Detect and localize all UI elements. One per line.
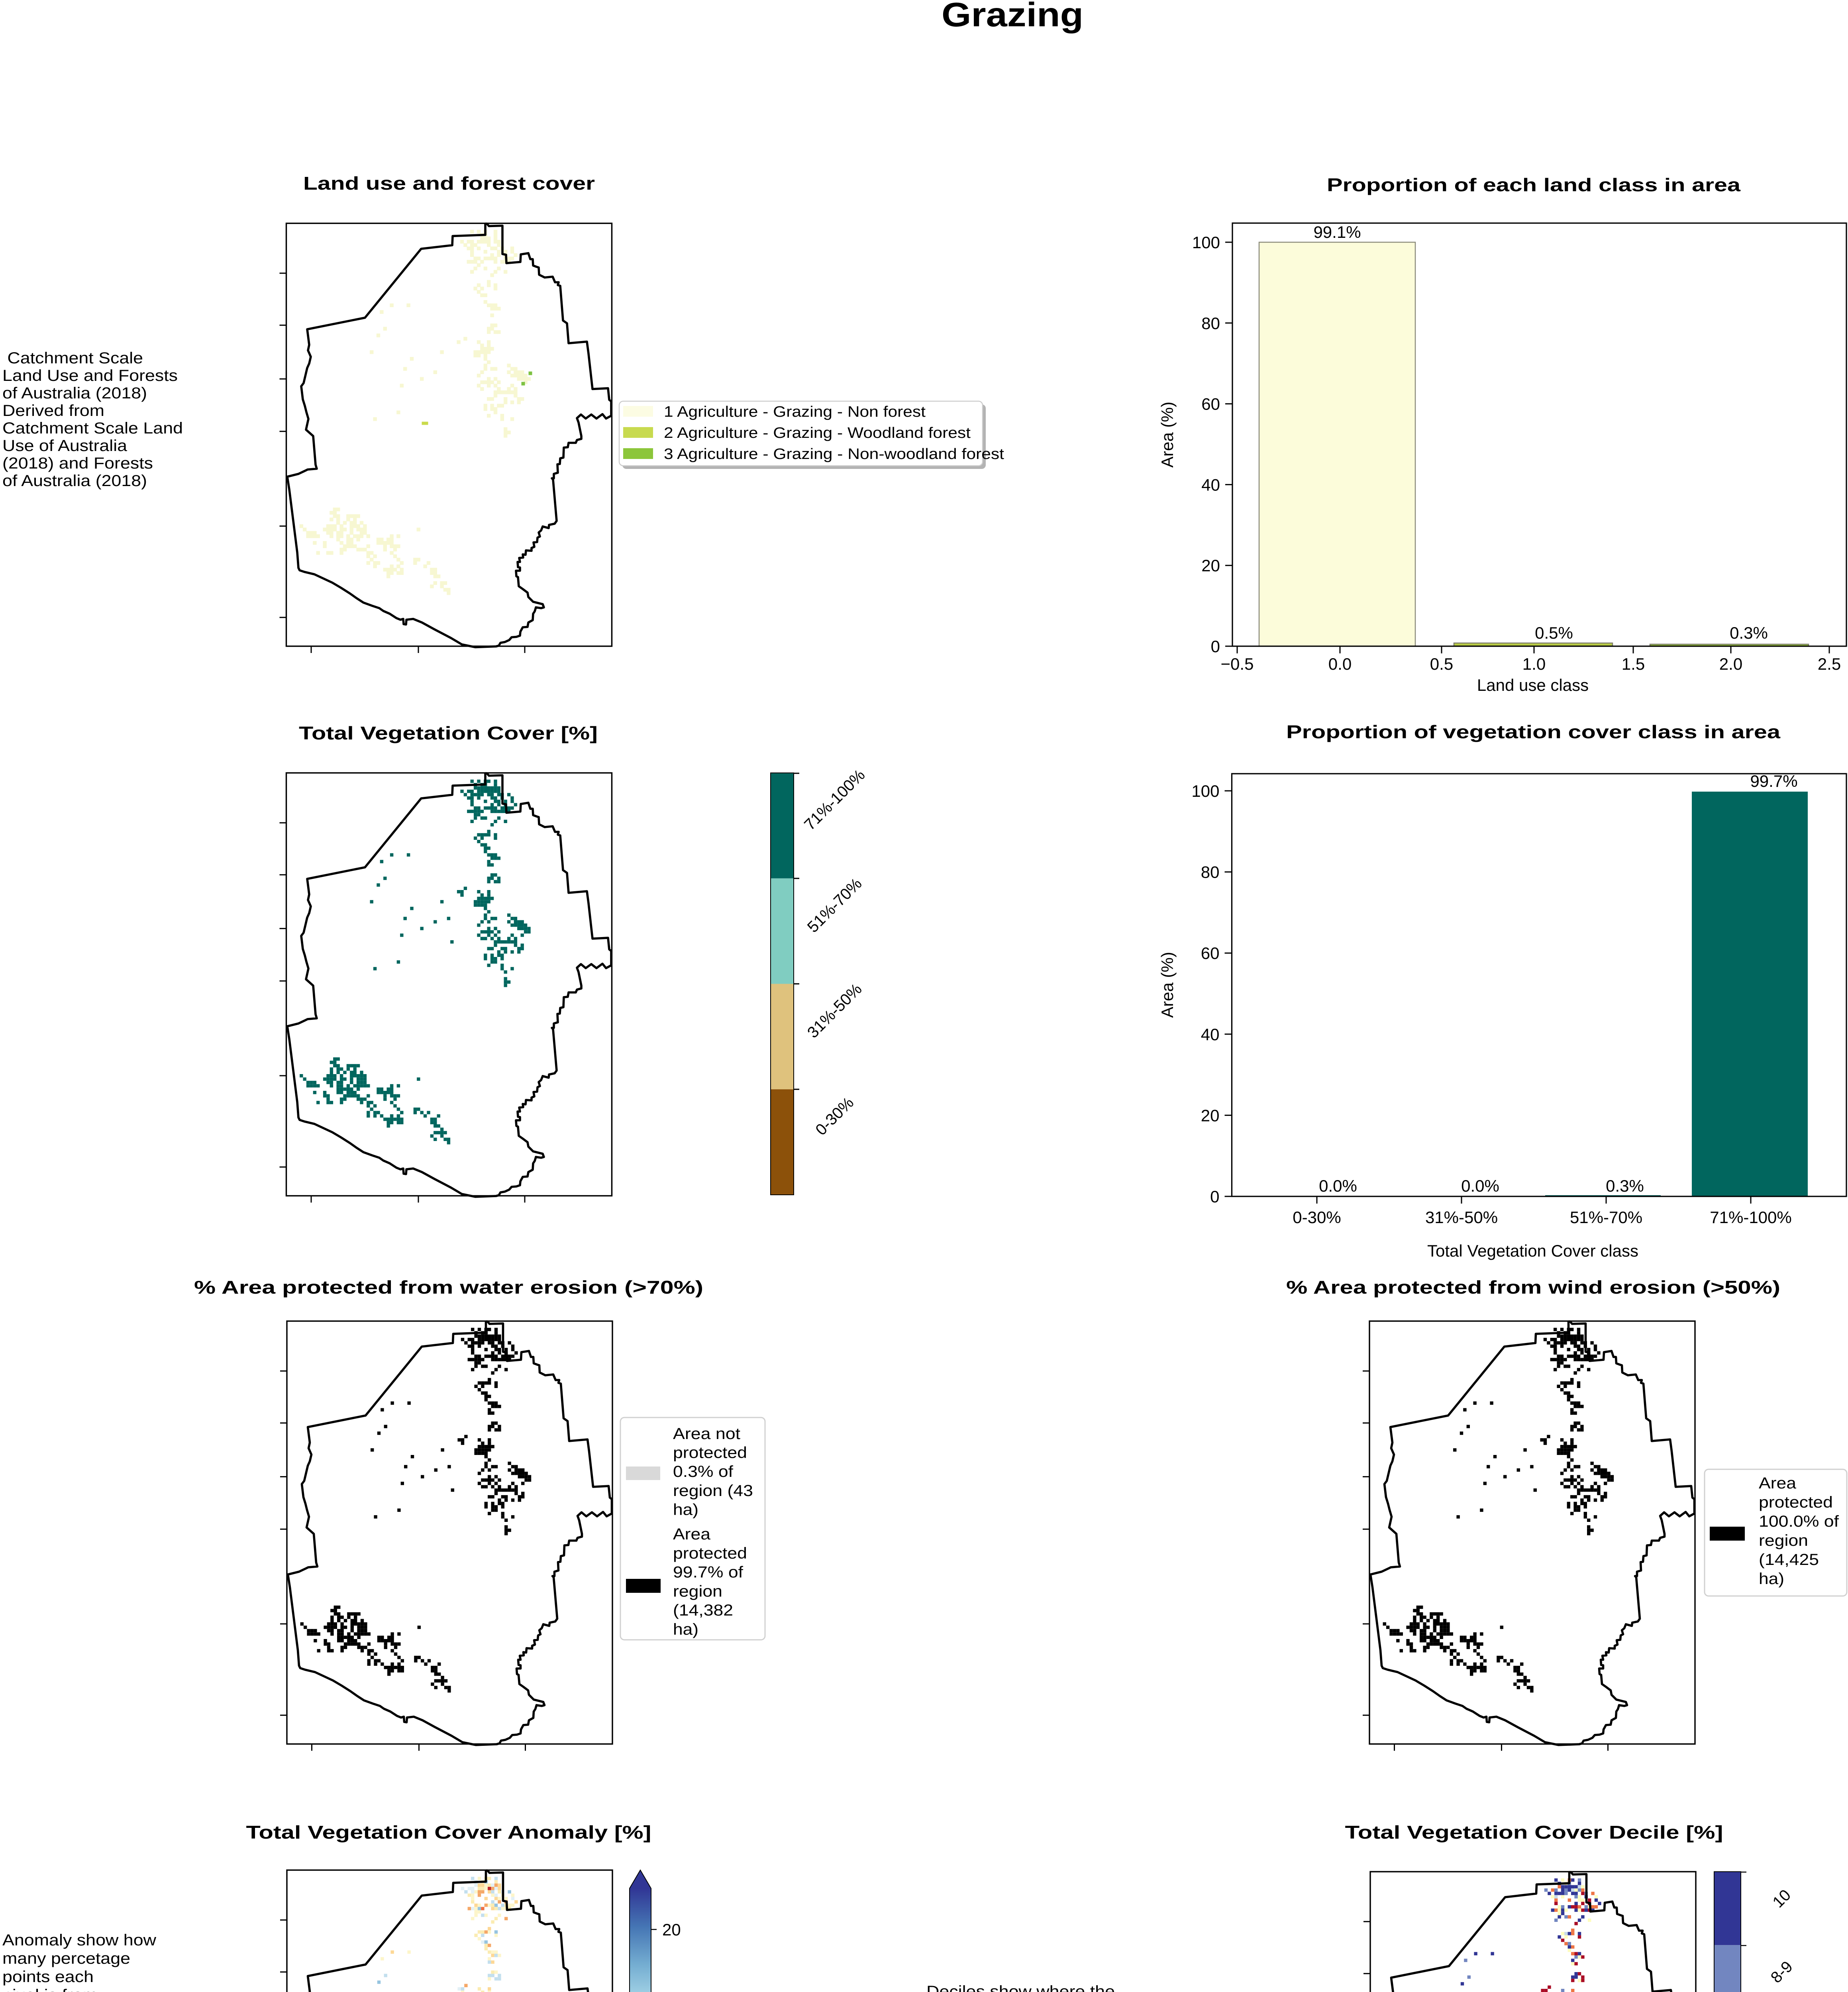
svg-text:Total Vegetation Cover Decile: Total Vegetation Cover Decile [%]: [1345, 1822, 1723, 1843]
svg-text:Proportion of vegetation cover: Proportion of vegetation cover class in …: [1286, 722, 1781, 742]
svg-text:0.5: 0.5: [1430, 655, 1453, 673]
svg-text:Grazing: Grazing: [942, 0, 1083, 34]
svg-text:60: 60: [1201, 944, 1220, 963]
svg-text:99.7%: 99.7%: [1750, 772, 1797, 790]
svg-text:1.0: 1.0: [1522, 655, 1546, 673]
svg-text:Area: Area: [673, 1525, 711, 1543]
svg-text:Total Vegetation Cover Anomaly: Total Vegetation Cover Anomaly [%]: [246, 1822, 651, 1843]
svg-text:Catchment Scale: Catchment Scale: [2, 349, 143, 367]
svg-text:Area: Area: [1759, 1474, 1797, 1492]
svg-text:Proportion of each land class: Proportion of each land class in area: [1327, 174, 1741, 195]
svg-text:71%-100%: 71%-100%: [1710, 1208, 1791, 1227]
svg-text:Land Use and Forests: Land Use and Forests: [2, 367, 178, 384]
svg-text:2.0: 2.0: [1719, 655, 1742, 673]
svg-text:ha): ha): [1759, 1570, 1784, 1588]
svg-text:Use of Australia: Use of Australia: [2, 437, 128, 455]
svg-text:0.0%: 0.0%: [1319, 1176, 1357, 1195]
svg-text:0.0%: 0.0%: [1461, 1176, 1499, 1195]
svg-text:0.0: 0.0: [1328, 655, 1352, 673]
svg-text:Area (%): Area (%): [1158, 402, 1177, 468]
svg-text:100: 100: [1191, 782, 1219, 800]
svg-text:99.1%: 99.1%: [1313, 223, 1361, 241]
svg-text:0.3%: 0.3%: [1606, 1176, 1644, 1195]
svg-text:0.3% of: 0.3% of: [673, 1463, 734, 1480]
svg-text:region: region: [673, 1582, 722, 1600]
svg-text:points each: points each: [2, 1968, 94, 1986]
svg-text:0: 0: [1211, 637, 1220, 656]
svg-text:100: 100: [1192, 233, 1220, 252]
svg-text:Land use class: Land use class: [1477, 676, 1589, 694]
svg-text:0: 0: [1210, 1187, 1219, 1206]
svg-text:Deciles show where the: Deciles show where the: [926, 1983, 1115, 1992]
svg-text:20: 20: [1201, 556, 1220, 575]
svg-text:Total Vegetation Cover [%]: Total Vegetation Cover [%]: [299, 723, 598, 743]
svg-text:protected: protected: [1759, 1494, 1833, 1511]
svg-text:100.0% of: 100.0% of: [1759, 1513, 1839, 1530]
svg-text:2.5: 2.5: [1818, 655, 1841, 673]
svg-text:% Area protected from water er: % Area protected from water erosion (>70…: [194, 1277, 703, 1298]
svg-text:80: 80: [1201, 863, 1220, 882]
svg-text:0.5%: 0.5%: [1535, 623, 1573, 642]
svg-text:protected: protected: [673, 1545, 747, 1562]
svg-text:pixel is from: pixel is from: [2, 1986, 98, 1992]
svg-text:Area (%): Area (%): [1158, 952, 1177, 1018]
svg-text:80: 80: [1201, 314, 1220, 333]
svg-text:Land use and forest cover: Land use and forest cover: [303, 173, 595, 194]
svg-text:1.5: 1.5: [1622, 655, 1645, 673]
svg-text:1 Agriculture - Grazing - Non: 1 Agriculture - Grazing - Non forest: [664, 404, 926, 420]
svg-text:ha): ha): [673, 1501, 698, 1518]
svg-text:(2018) and Forests: (2018) and Forests: [2, 455, 153, 472]
svg-text:2 Agriculture - Grazing - Wood: 2 Agriculture - Grazing - Woodland fores…: [664, 425, 971, 441]
svg-text:Total Vegetation Cover class: Total Vegetation Cover class: [1427, 1241, 1638, 1260]
svg-text:region: region: [1759, 1532, 1808, 1549]
svg-text:60: 60: [1201, 395, 1220, 414]
svg-text:(14,382: (14,382: [673, 1602, 733, 1619]
svg-text:Area not: Area not: [673, 1425, 740, 1443]
svg-text:40: 40: [1201, 475, 1220, 494]
svg-text:0-30%: 0-30%: [1293, 1208, 1341, 1227]
svg-text:(14,425: (14,425: [1759, 1551, 1819, 1569]
svg-text:protected: protected: [673, 1444, 747, 1462]
svg-text:0.3%: 0.3%: [1730, 623, 1768, 642]
svg-text:3 Agriculture - Grazing - Non-: 3 Agriculture - Grazing - Non-woodland f…: [664, 446, 1004, 463]
svg-text:region (43: region (43: [673, 1482, 753, 1500]
svg-text:51%-70%: 51%-70%: [1570, 1208, 1642, 1227]
svg-text:40: 40: [1201, 1025, 1220, 1044]
svg-text:Catchment Scale Land: Catchment Scale Land: [2, 420, 183, 437]
svg-text:20: 20: [1201, 1106, 1220, 1125]
svg-text:99.7% of: 99.7% of: [673, 1564, 744, 1581]
svg-text:of Australia (2018): of Australia (2018): [2, 472, 147, 490]
svg-text:20: 20: [662, 1920, 681, 1939]
svg-text:Anomaly show how: Anomaly show how: [2, 1931, 156, 1949]
svg-text:of Australia (2018): of Australia (2018): [2, 384, 147, 402]
svg-text:% Area protected from wind ero: % Area protected from wind erosion (>50%…: [1286, 1277, 1780, 1298]
svg-text:Derived from: Derived from: [2, 402, 104, 420]
svg-text:31%-50%: 31%-50%: [1425, 1208, 1498, 1227]
svg-text:ha): ha): [673, 1621, 698, 1638]
svg-text:many percetage: many percetage: [2, 1950, 130, 1967]
svg-text:−0.5: −0.5: [1221, 655, 1254, 673]
